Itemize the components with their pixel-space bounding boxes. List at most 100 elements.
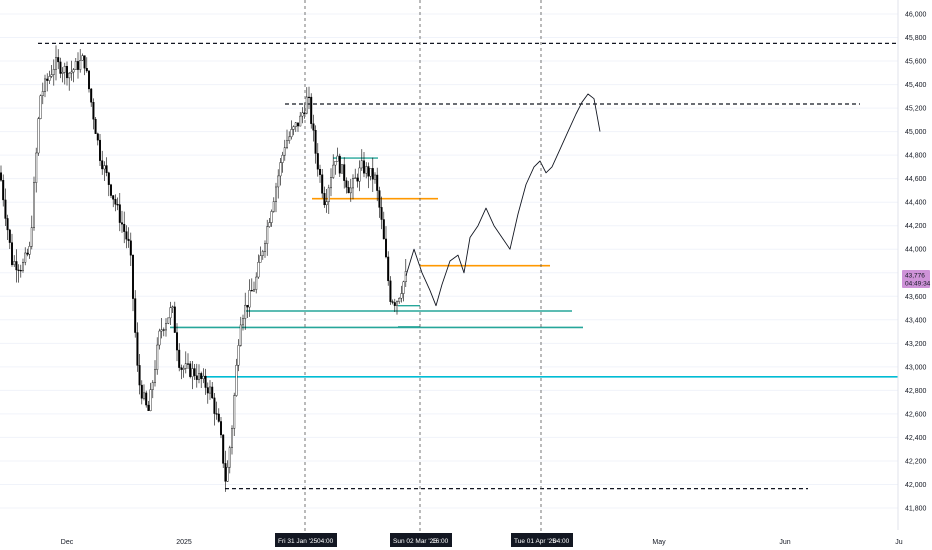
x-tick-label: 2025 [176, 539, 192, 546]
candle-body [334, 161, 337, 166]
candle-body [261, 251, 264, 256]
candle-body [393, 302, 396, 306]
candle-body [268, 222, 271, 227]
candle-body [116, 204, 119, 206]
candle-body [270, 211, 273, 223]
candle-body [255, 276, 258, 290]
date-tag-date: Fri 31 Jan '25 [278, 538, 318, 545]
y-tick-label: 45,800 [905, 35, 927, 42]
x-tick-label: Ju [895, 539, 903, 546]
candle-body [358, 167, 361, 182]
candle-body [224, 463, 227, 482]
candle-body [365, 166, 368, 174]
candle-body [367, 166, 370, 177]
candle-body [195, 375, 198, 380]
candle-body [30, 227, 33, 247]
candle-body [19, 270, 22, 272]
candle-body [283, 147, 286, 156]
x-tick-label: May [652, 539, 666, 546]
candle-body [252, 289, 255, 292]
x-tick-label: Jun [779, 539, 790, 546]
candle-body [264, 243, 267, 252]
candle-body [55, 57, 58, 70]
candle-body [2, 180, 5, 201]
y-tick-label: 45,200 [905, 106, 927, 113]
y-tick-label: 42,000 [905, 482, 927, 489]
candle-body [237, 345, 240, 366]
candle-body [250, 290, 253, 292]
candle-body [61, 71, 64, 74]
candle-body [142, 392, 145, 399]
candle-body [114, 199, 117, 205]
candle-body [204, 375, 207, 388]
candle-body [134, 298, 137, 333]
candle-body [112, 195, 115, 200]
candle-body [279, 162, 282, 177]
candle-body [46, 78, 49, 81]
candle-body [160, 329, 163, 332]
y-axis[interactable]: 46,000 45,800 45,600 45,400 45,200 45,000 44,8… [897, 0, 927, 530]
y-tick-label: 43,400 [905, 317, 927, 324]
candle-body [312, 123, 315, 131]
candle-body [376, 174, 379, 191]
candle-body [151, 382, 154, 390]
candle-body [24, 252, 27, 263]
candle-body [281, 154, 284, 163]
candle-body [297, 122, 300, 127]
candle-body [105, 165, 108, 173]
candle-body [226, 466, 229, 482]
candle-body [378, 190, 381, 208]
candle-body [382, 219, 385, 240]
y-tick-label: 44,000 [905, 247, 927, 254]
candle-body [404, 271, 407, 283]
candle-body [83, 55, 86, 69]
candle-body [215, 413, 218, 415]
candle-body [153, 369, 156, 383]
candle-body [81, 55, 84, 61]
candle-body [327, 187, 330, 202]
candle-body [109, 184, 112, 196]
candle-body [217, 413, 220, 422]
candle-body [158, 330, 161, 346]
candle-body [92, 102, 95, 120]
candle-body [191, 368, 194, 377]
candle-body [248, 290, 251, 308]
candle-body [332, 164, 335, 178]
candle-body [277, 175, 280, 188]
candle-body [246, 304, 249, 308]
candle-body [323, 193, 326, 206]
candle-body [48, 76, 51, 81]
candle-body [22, 262, 25, 271]
candle-body [63, 65, 66, 73]
candle-body [200, 373, 203, 380]
candle-body [371, 168, 374, 180]
y-tick-label: 43,200 [905, 341, 927, 348]
candle-body [10, 242, 13, 265]
candle-body [369, 168, 372, 177]
candle-body [101, 160, 104, 170]
candle-body [79, 60, 82, 70]
candle-body [222, 434, 225, 464]
candle-body [385, 238, 388, 258]
candle-body [52, 69, 55, 75]
candle-body [310, 96, 313, 124]
candle-body [343, 164, 346, 181]
y-tick-label: 44,800 [905, 153, 927, 160]
date-tag-box [511, 533, 573, 547]
candle-body [76, 61, 79, 70]
candle-body [186, 363, 189, 365]
candle-body [374, 174, 377, 180]
candle-body [197, 373, 200, 380]
candle-body [118, 204, 121, 223]
date-tag-time: 04:00 [553, 538, 570, 545]
candle-body [336, 155, 339, 162]
candle-body [127, 238, 130, 241]
horizontal-levels [38, 42, 898, 490]
candle-body [244, 304, 247, 319]
candle-body [352, 178, 355, 189]
candle-body [206, 387, 209, 394]
candle-body [257, 261, 260, 278]
candle-body [39, 95, 42, 119]
